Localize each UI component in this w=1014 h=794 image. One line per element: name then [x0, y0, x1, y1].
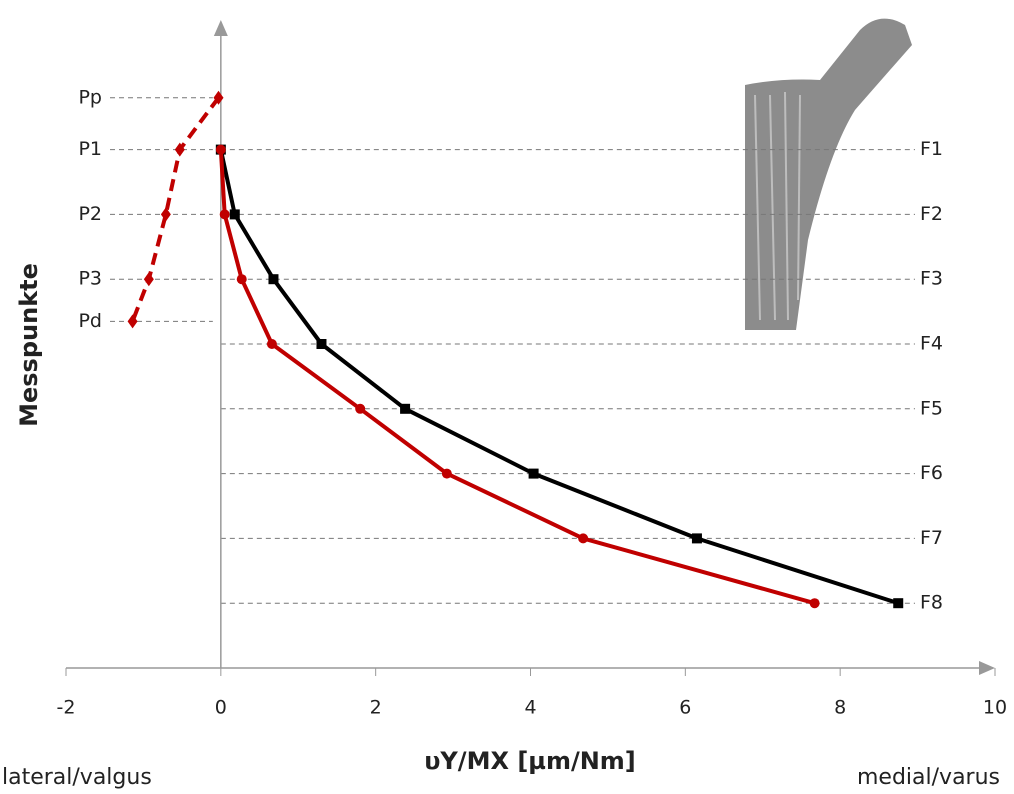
marker [268, 274, 279, 285]
x-tick-label: 10 [983, 697, 1007, 719]
marker [441, 468, 452, 479]
y2-tick-label: F4 [920, 333, 943, 355]
marker [229, 209, 240, 220]
y-tick-label: Pp [78, 86, 102, 108]
x-tick-label: 0 [215, 697, 227, 719]
marker [578, 533, 589, 544]
y2-tick-label: F5 [920, 397, 943, 419]
y-tick-label: Pd [78, 310, 102, 332]
series-line [130, 96, 221, 323]
annotation: medial/varus [857, 765, 1000, 790]
y2-tick-label: F8 [920, 592, 943, 614]
marker [809, 598, 820, 609]
x-tick-label: 6 [679, 697, 691, 719]
y2-tick-label: F7 [920, 527, 943, 549]
marker [400, 403, 411, 414]
y2-tick-label: F2 [920, 203, 943, 225]
x-tick-label: -2 [57, 697, 76, 719]
series-line [218, 149, 816, 606]
x-axis-title: υY/MX [µm/Nm] [424, 747, 636, 775]
marker [316, 339, 327, 349]
y-tick-label: P2 [78, 203, 102, 225]
marker [219, 209, 230, 220]
x-tick-label: 2 [370, 697, 382, 719]
marker [160, 207, 171, 222]
y2-tick-label: F6 [920, 462, 943, 484]
y-axis-arrow [213, 20, 228, 36]
y-axis-title: Messpunkte [15, 263, 43, 427]
y2-tick-label: F3 [920, 268, 943, 290]
series-line [218, 149, 899, 606]
marker [143, 272, 154, 287]
x-tick-label: 8 [834, 697, 846, 719]
marker [127, 314, 138, 329]
implant-image [745, 18, 912, 330]
y-tick-label: P3 [78, 268, 102, 290]
y-tick-label: P1 [78, 138, 102, 160]
annotation: lateral/valgus [2, 765, 152, 790]
x-tick-label: 4 [524, 697, 536, 719]
marker [266, 339, 277, 349]
marker [528, 468, 539, 479]
marker [691, 533, 702, 544]
marker [355, 403, 366, 414]
x-axis-arrow [979, 661, 995, 675]
marker [236, 274, 247, 285]
marker [213, 90, 224, 105]
marker [215, 144, 226, 155]
marker [893, 598, 904, 609]
marker [174, 142, 185, 157]
y2-tick-label: F1 [920, 138, 943, 160]
